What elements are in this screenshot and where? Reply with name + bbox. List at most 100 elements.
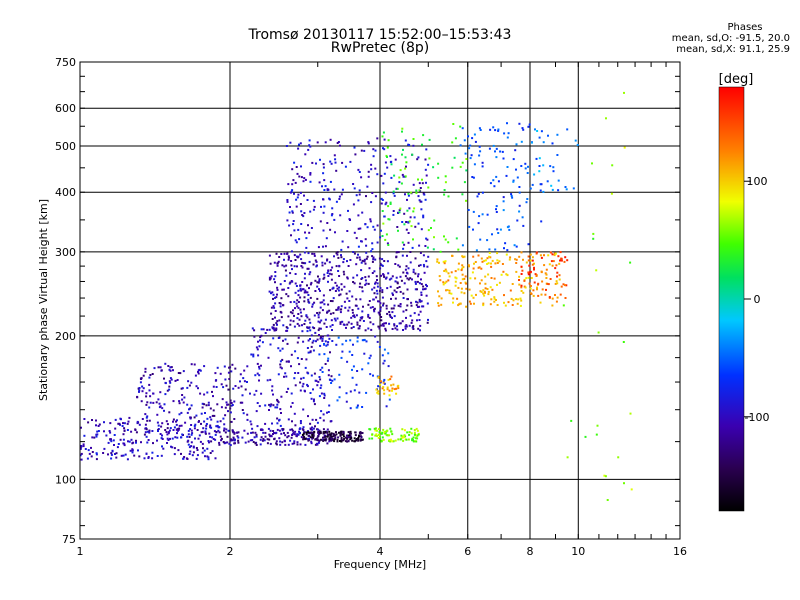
data-point xyxy=(335,252,338,255)
data-point xyxy=(565,284,568,287)
data-point xyxy=(280,316,283,319)
data-point xyxy=(317,428,319,431)
data-point xyxy=(360,176,363,179)
data-point xyxy=(380,264,383,267)
data-point xyxy=(237,441,240,444)
data-point xyxy=(273,329,276,332)
data-point xyxy=(345,292,348,295)
data-point xyxy=(535,251,538,254)
data-point xyxy=(91,451,94,453)
data-point xyxy=(336,440,339,443)
data-point xyxy=(180,411,183,414)
data-point xyxy=(389,378,392,381)
data-point xyxy=(264,332,267,334)
data-point xyxy=(210,426,213,429)
data-point xyxy=(405,221,408,223)
data-point xyxy=(416,319,418,322)
data-point xyxy=(378,290,381,292)
data-point xyxy=(412,183,415,186)
data-point xyxy=(390,163,393,166)
data-point xyxy=(127,420,130,423)
data-point xyxy=(327,357,330,360)
data-point xyxy=(289,323,292,326)
data-point xyxy=(278,256,281,258)
data-point xyxy=(274,310,277,312)
data-point xyxy=(433,219,436,222)
data-point xyxy=(357,199,360,202)
data-point xyxy=(188,453,191,455)
data-point xyxy=(290,436,293,439)
data-point xyxy=(398,209,401,212)
data-point xyxy=(279,424,282,427)
data-point xyxy=(353,389,356,392)
data-point xyxy=(220,439,223,442)
data-point xyxy=(346,436,349,439)
data-point xyxy=(402,297,405,299)
data-point xyxy=(114,418,117,421)
data-point xyxy=(155,401,158,404)
data-point xyxy=(241,394,244,397)
data-point xyxy=(417,195,420,198)
data-point xyxy=(482,302,485,305)
data-point xyxy=(186,435,189,438)
data-point xyxy=(360,436,363,438)
data-point xyxy=(299,296,302,299)
data-point xyxy=(453,156,456,159)
data-point xyxy=(496,259,499,262)
data-point xyxy=(288,224,291,227)
data-point xyxy=(345,326,347,329)
data-point xyxy=(366,185,369,188)
data-point xyxy=(314,425,316,428)
data-point xyxy=(296,196,299,199)
data-point xyxy=(317,441,320,444)
data-point xyxy=(629,412,632,415)
data-point xyxy=(172,418,175,421)
data-point xyxy=(484,282,487,285)
data-point xyxy=(296,317,299,320)
data-point xyxy=(321,264,324,267)
data-point xyxy=(330,420,333,423)
data-point xyxy=(293,161,296,164)
data-point xyxy=(496,228,499,231)
data-point xyxy=(479,150,482,153)
data-point xyxy=(299,443,302,446)
data-point xyxy=(458,303,461,306)
data-point xyxy=(289,311,292,314)
data-point xyxy=(422,254,425,257)
data-point xyxy=(295,166,298,168)
data-point xyxy=(195,457,198,460)
data-point xyxy=(415,304,418,307)
data-point xyxy=(375,296,378,299)
data-point xyxy=(279,283,282,286)
data-point xyxy=(306,316,309,319)
data-point xyxy=(201,402,204,405)
data-point xyxy=(169,381,172,384)
data-point xyxy=(342,270,345,273)
data-point xyxy=(424,245,427,247)
data-point xyxy=(229,366,232,369)
data-point xyxy=(310,442,313,445)
data-point xyxy=(161,422,164,425)
data-point xyxy=(214,433,217,436)
data-point xyxy=(552,170,555,173)
data-point xyxy=(461,161,464,164)
data-point xyxy=(288,211,291,214)
data-point xyxy=(322,439,325,441)
data-point xyxy=(420,291,423,294)
data-point xyxy=(270,435,273,438)
data-point xyxy=(368,300,371,302)
data-point xyxy=(375,289,378,292)
data-point xyxy=(253,393,256,396)
data-point xyxy=(311,435,314,438)
data-point xyxy=(221,398,224,401)
data-point xyxy=(178,427,181,430)
data-point xyxy=(559,251,562,254)
data-point xyxy=(326,359,329,362)
data-point xyxy=(180,424,183,427)
data-point xyxy=(145,392,148,395)
data-point xyxy=(276,262,279,265)
data-point xyxy=(371,260,374,263)
data-point xyxy=(170,378,173,381)
data-point xyxy=(526,198,529,200)
